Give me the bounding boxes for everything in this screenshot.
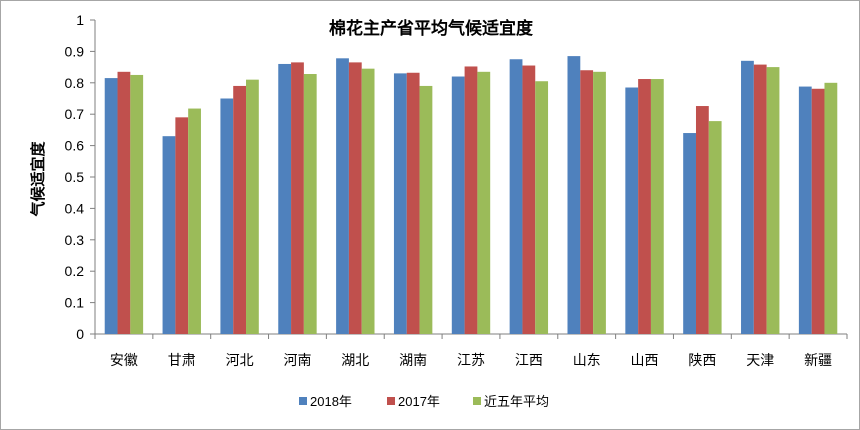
bar-河南-2018年 [278, 63, 292, 335]
bar-天津-2017年 [753, 64, 767, 334]
y-tick-label: 0.8 [65, 75, 85, 91]
bar-湖北-2017年 [348, 62, 362, 334]
legend-swatch-近五年平均 [473, 397, 481, 405]
bar-天津-近五年平均 [766, 67, 780, 334]
bar-天津-2018年 [741, 60, 754, 334]
bar-山西-2018年 [625, 87, 639, 334]
bar-陕西-2018年 [683, 133, 696, 334]
bar-安徽-近五年平均 [130, 74, 144, 334]
y-tick-label: 0.9 [65, 43, 85, 59]
y-axis-label: 气候适宜度 [29, 141, 47, 218]
y-tick-label: 0 [76, 326, 84, 342]
bar-陕西-近五年平均 [708, 121, 722, 334]
bar-江西-2017年 [522, 65, 536, 334]
bar-河北-近五年平均 [246, 79, 259, 334]
bar-甘肃-近五年平均 [188, 108, 201, 334]
bar-湖北-近五年平均 [361, 68, 375, 335]
bar-湖南-2018年 [393, 73, 407, 334]
bar-江苏-2017年 [464, 66, 478, 335]
y-tick-label: 0.4 [65, 200, 85, 216]
x-tick-label: 山西 [631, 353, 659, 369]
bar-陕西-2017年 [695, 106, 709, 334]
y-tick-label: 0.7 [65, 106, 85, 122]
bar-甘肃-2018年 [162, 136, 176, 334]
bar-河北-2018年 [220, 98, 234, 334]
bar-山东-2017年 [580, 70, 594, 335]
bar-安徽-2018年 [104, 78, 118, 334]
y-tick-label: 0.6 [65, 138, 85, 154]
x-tick-label: 湖南 [399, 353, 427, 369]
bar-江西-2018年 [509, 59, 523, 334]
bar-河北-2017年 [233, 85, 247, 334]
bar-河南-2017年 [291, 62, 304, 334]
bar-河南-近五年平均 [303, 74, 317, 335]
x-tick-label: 甘肃 [168, 353, 196, 369]
x-tick-label: 河北 [226, 353, 254, 369]
bar-江苏-2018年 [451, 76, 465, 335]
x-tick-label: 新疆 [804, 353, 832, 369]
y-tick-label: 0.1 [65, 295, 85, 311]
bar-山东-2018年 [567, 56, 581, 335]
bar-江西-近五年平均 [535, 81, 549, 334]
x-tick-label: 山东 [573, 353, 601, 369]
bar-湖南-近五年平均 [419, 85, 433, 334]
bar-新疆-近五年平均 [824, 82, 838, 334]
bar-新疆-2018年 [798, 86, 812, 335]
y-tick-label: 0.5 [65, 169, 85, 185]
x-tick-label: 安徽 [110, 353, 138, 369]
y-tick-label: 1 [76, 12, 84, 28]
x-tick-label: 河南 [283, 353, 311, 369]
y-tick-label: 0.3 [65, 232, 85, 248]
x-tick-label: 江西 [515, 353, 543, 369]
bar-甘肃-2017年 [175, 117, 189, 334]
legend: 2018年 2017年 近五年平均 [299, 394, 549, 409]
x-tick-label: 江苏 [457, 353, 485, 369]
bar-山东-近五年平均 [593, 71, 606, 334]
bar-江苏-近五年平均 [477, 71, 491, 334]
y-tick-label: 0.2 [65, 263, 85, 279]
bar-湖南-2017年 [406, 72, 420, 334]
bar-山西-2017年 [638, 79, 651, 334]
chart-title: 棉花主产省平均气候适宜度 [329, 18, 534, 39]
bar-湖北-2018年 [336, 58, 349, 335]
x-tick-label: 天津 [746, 353, 774, 369]
bar-山西-近五年平均 [650, 79, 664, 334]
x-tick-label: 湖北 [341, 353, 369, 369]
legend-label: 2017年 [398, 394, 440, 409]
legend-label: 2018年 [310, 394, 352, 409]
bar-新疆-2017年 [811, 88, 825, 335]
plot-area: 0 0.1 0.2 0.3 0.4 0.5 0.6 0.7 0.8 0.9 1 安徽 甘肃 河北 河南 湖北 湖… [65, 12, 848, 369]
x-tick-label: 陕西 [688, 353, 716, 369]
legend-swatch-2018年 [299, 397, 307, 405]
legend-swatch-2017年 [387, 397, 395, 405]
bar-安徽-2017年 [117, 71, 131, 334]
legend-label: 近五年平均 [484, 394, 549, 409]
